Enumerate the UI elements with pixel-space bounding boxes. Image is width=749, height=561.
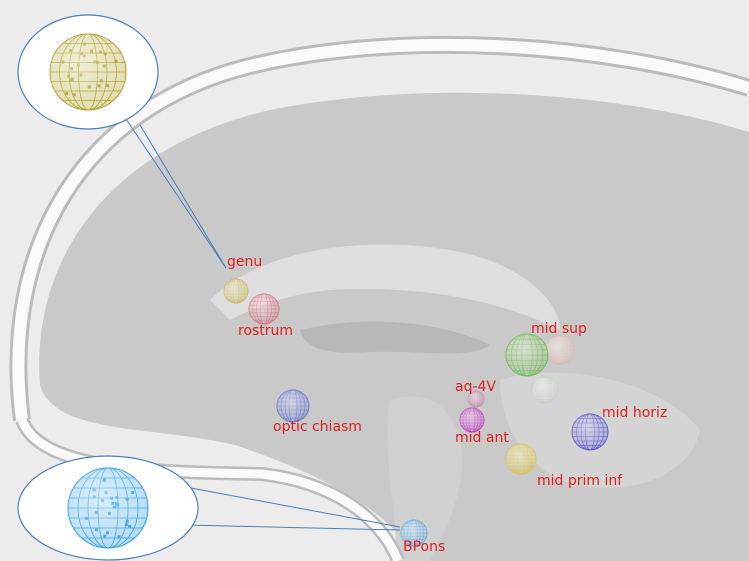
- landmark-label: mid ant: [455, 430, 509, 446]
- sphere-shade: [224, 279, 248, 303]
- skull-lower: [17, 418, 403, 561]
- callout-line: [139, 124, 227, 269]
- sphere-shade: [249, 294, 279, 324]
- corpus-callosum: [210, 244, 560, 330]
- landmark-label: mid horiz: [602, 405, 667, 421]
- thalamus: [300, 321, 490, 354]
- sphere-shade: [572, 414, 608, 450]
- sphere-shade: [546, 336, 574, 364]
- callout-line: [179, 485, 401, 528]
- sphere-shade: [68, 468, 148, 548]
- brainstem: [387, 396, 463, 561]
- sphere-shade: [506, 444, 536, 474]
- sphere-shade: [277, 390, 309, 422]
- landmark-label: rostrum: [238, 323, 293, 339]
- landmark-label: optic chiasm: [273, 419, 362, 435]
- spheres: [49, 33, 609, 549]
- landmark-label: BPons: [403, 539, 445, 555]
- skull: [12, 38, 749, 421]
- landmark-label: aq-4V: [455, 379, 496, 395]
- sphere-shade: [460, 408, 484, 432]
- callout-line: [184, 524, 401, 531]
- sphere-shade: [532, 377, 558, 403]
- landmark-label: mid sup: [531, 321, 587, 337]
- landmark-label: genu: [227, 254, 262, 270]
- sphere-shade: [50, 34, 126, 110]
- landmark-label: mid prim inf: [537, 473, 623, 489]
- sphere-shade: [401, 520, 427, 546]
- sphere-shade: [506, 334, 548, 376]
- callout-line: [119, 109, 227, 269]
- sphere-shade: [468, 391, 484, 407]
